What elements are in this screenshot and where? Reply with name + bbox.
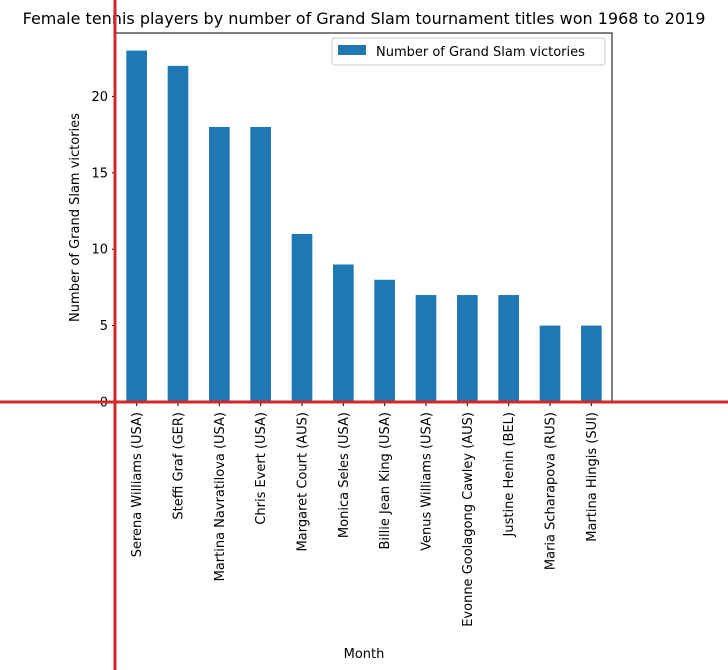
x-tick-label: Serena Williams (USA) [130, 412, 145, 557]
x-axis: Serena Williams (USA) Steffi Graf (GER) Ma… [130, 402, 600, 627]
bar [374, 279, 395, 402]
bar [457, 295, 478, 402]
x-tick-label: Justine Henin (BEL) [502, 412, 517, 537]
x-tick-label: Steffi Graf (GER) [172, 412, 187, 520]
x-tick-label: Maria Scharapova (RUS) [544, 412, 559, 570]
x-axis-label: Month [344, 647, 385, 662]
chart-title: Female tennis players by number of Grand… [23, 9, 706, 28]
x-tick-label: Martina Hingis (SUI) [585, 412, 600, 542]
legend-swatch [338, 45, 366, 55]
bar [126, 50, 147, 402]
legend: Number of Grand Slam victories [331, 37, 606, 66]
plot-frame [115, 32, 613, 403]
x-tick-label: Chris Evert (USA) [254, 412, 269, 525]
bar [209, 126, 230, 403]
bars-group [126, 50, 602, 403]
bar [250, 126, 271, 403]
x-tick-label: Martina Navratilova (USA) [213, 412, 228, 581]
bar [498, 295, 519, 402]
bar [581, 325, 602, 402]
x-tick-label: Venus Williams (USA) [420, 412, 435, 551]
bar [167, 65, 189, 403]
y-tick-label: 20 [91, 90, 108, 105]
y-axis-label: Number of Grand Slam victories [68, 113, 83, 322]
x-tick-label: Billie Jean King (USA) [378, 412, 393, 549]
legend-label: Number of Grand Slam victories [376, 45, 585, 60]
x-tick-label: Evonne Goolagong Cawley (AUS) [461, 412, 476, 627]
y-tick-label: 5 [100, 319, 108, 334]
y-tick-label: 10 [91, 243, 108, 258]
y-axis: 05101520 [91, 90, 116, 411]
bar [291, 233, 313, 402]
legend-box [331, 37, 606, 66]
bar [415, 295, 437, 402]
bar [539, 325, 561, 402]
x-tick-label: Monica Seles (USA) [337, 412, 352, 538]
x-tick-label: Margaret Court (AUS) [296, 412, 311, 551]
y-tick-label: 15 [91, 166, 108, 181]
bar [333, 264, 354, 402]
